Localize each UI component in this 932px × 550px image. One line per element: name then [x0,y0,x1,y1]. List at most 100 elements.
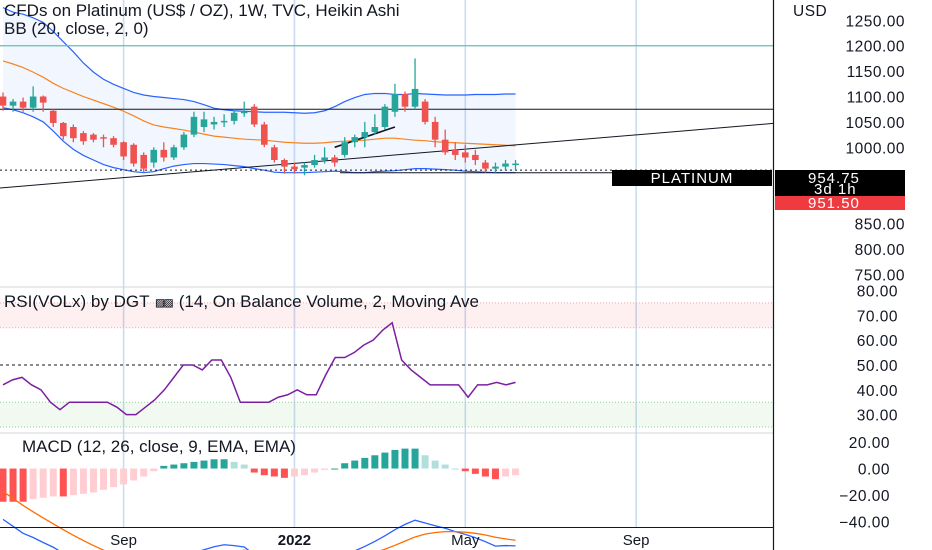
bollinger-fill [3,7,516,173]
price-tick-label-7: 850.00 [855,217,905,234]
macd-hist-bar-26 [260,468,268,476]
rsi-overbought-zone [0,302,773,328]
macd-hist-bar-23 [230,461,238,469]
macd-hist-bar-13 [130,468,138,481]
chart-title: CFDs on Platinum (US$ / OZ), 1W, TVC, He… [4,1,400,20]
rsi-tick-label-1: 70.00 [857,308,898,325]
candle-body-38 [381,106,389,127]
macd-hist-bar-33 [331,468,339,470]
grid-layer [122,0,637,527]
candle-body-48 [482,162,489,169]
low-price-tag [775,196,905,210]
rsi-legend-name: RSI(VOLx) by DGT [4,292,154,311]
price-tick-label-1: 1200.00 [845,39,905,56]
candle-body-50 [502,163,509,167]
price-tick-label-4: 1050.00 [845,115,905,132]
rsi-tick-label-5: 30.00 [857,408,898,425]
bollinger-lower-line [2,107,516,174]
macd-hist-bar-36 [361,457,369,469]
candle-body-45 [451,149,459,155]
bollinger-basis-line [2,60,516,147]
candle-body-39 [391,93,399,112]
candle-body-26 [261,124,268,145]
axis-layer: Sep 2022 May Sep 1250.00 1200.00 1150.00 1100.0… [110,13,905,549]
macd-hist-bar-48 [481,468,489,477]
candle-body-40 [401,93,409,107]
macd-line [2,518,516,550]
price-tick-label-2: 1150.00 [847,64,905,81]
candle-body-4 [39,96,47,103]
candle-body-14 [140,154,147,169]
candle-body-7 [70,126,77,139]
rsi-tick-label-2: 60.00 [857,333,898,350]
macd-hist-bar-11 [110,468,118,488]
time-tick-label-3: Sep [623,532,650,549]
candle-body-22 [220,120,228,123]
macd-hist-bar-35 [351,460,359,469]
macd-hist-bar-31 [311,468,319,473]
macd-hist-bar-41 [411,448,419,469]
candle-body-1 [9,101,17,106]
macd-hist-bar-14 [140,468,148,477]
macd-hist-bar-47 [471,468,479,474]
last-price-tag [775,170,905,196]
candle-body-6 [60,122,67,137]
time-tick-label-1: 2022 [278,532,311,549]
macd-hist-bar-34 [341,463,349,469]
price-tick-label-0: 1250.00 [845,13,905,30]
candle-body-25 [250,106,258,125]
bar-countdown: 3d 1h [814,181,857,198]
rsi-tick-label-4: 40.00 [857,383,898,400]
candle-body-33 [331,157,338,163]
symbol-tag [612,170,772,186]
macd-hist-bar-4 [39,468,47,498]
symbol-tag-label: PLATINUM [651,170,734,187]
candle-body-44 [441,139,449,153]
macd-hist-bar-1 [9,468,17,502]
rsi-legend-glyph: ▨▨ [156,295,173,311]
macd-hist-bar-46 [461,468,469,472]
candle-body-32 [321,157,328,161]
candle-body-37 [371,126,379,133]
candle-body-41 [411,88,419,107]
price-tick-label-3: 1100.00 [847,90,905,107]
macd-hist-bar-7 [69,468,77,496]
candle-body-5 [49,110,57,123]
candle-body-21 [210,121,218,125]
macd-hist-bar-49 [491,468,499,480]
macd-hist-bar-0 [0,468,7,502]
low-price-value: 951.50 [808,195,860,212]
rsi-legend-params: (14, On Balance Volume, 2, Moving Ave [179,292,479,311]
candle-body-16 [160,149,168,158]
candle-body-8 [80,133,87,142]
candle-body-0 [0,96,7,106]
candle-body-51 [512,163,519,166]
macd-hist-bar-43 [431,460,439,469]
candle-body-46 [462,152,469,158]
candle-layer [0,58,519,176]
candle-body-15 [150,149,158,163]
time-tick-label-0: Sep [110,532,137,549]
macd-hist-bar-37 [371,455,379,469]
macd-hist-bar-32 [321,468,329,470]
candle-body-12 [120,142,127,157]
macd-tick-label-2: −20.00 [839,488,890,505]
candle-body-13 [130,144,137,164]
macd-hist-bar-18 [180,463,188,469]
candle-body-49 [492,166,499,169]
macd-hist-bar-38 [381,452,389,469]
candle-body-47 [472,154,479,161]
price-tick-label-8: 800.00 [855,242,905,259]
candle-body-35 [351,137,359,143]
macd-hist-bar-50 [502,468,509,477]
candle-body-17 [170,147,178,158]
rsi-line [2,321,516,416]
macd-hist-bar-44 [441,464,449,469]
rsi-legend: RSI(VOLx) by DGT ▨▨ (14, On Balance Volum… [4,292,479,311]
price-tick-label-5: 1000.00 [845,140,905,157]
candle-body-10 [100,137,107,139]
macd-hist-bar-20 [200,460,208,469]
candle-body-11 [110,138,117,145]
macd-tick-label-0: 20.00 [849,435,890,452]
candle-body-3 [29,96,37,108]
